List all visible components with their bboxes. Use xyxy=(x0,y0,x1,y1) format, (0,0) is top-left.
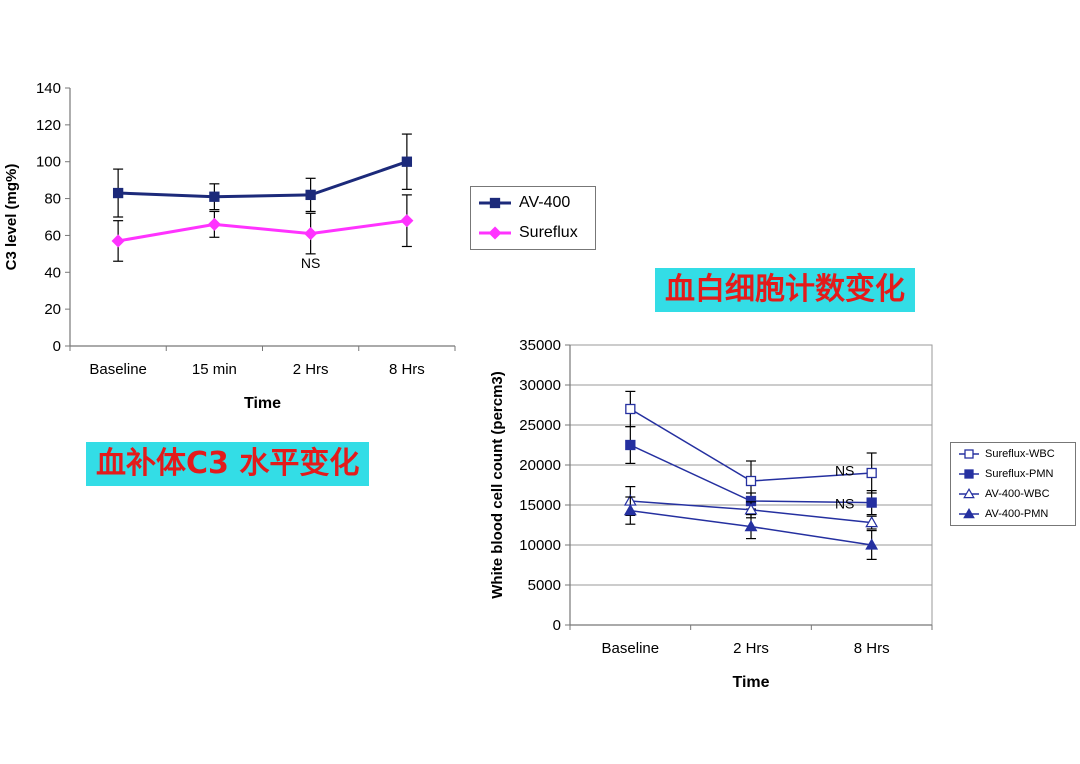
wbc-chart: 0 5000 10000 15000 20000 25000 30000 35000 Basel… xyxy=(489,337,933,691)
data-point xyxy=(112,187,124,199)
ns-annotation: NS xyxy=(835,463,854,479)
series-sureflux xyxy=(111,194,414,262)
legend-item: AV-400-WBC xyxy=(957,484,1050,504)
x-tick-label: 8 Hrs xyxy=(854,640,890,657)
legend-item: Sureflux-PMN xyxy=(957,464,1053,484)
c3-banner: 血补体C3 水平变化 xyxy=(86,442,370,486)
legend-label: Sureflux-PMN xyxy=(985,468,1054,480)
ns-annotation: NS xyxy=(301,255,320,271)
series-line xyxy=(118,160,408,199)
wbc-banner: 血白细胞计数变化 xyxy=(655,268,915,312)
y-tick-label: 0 xyxy=(53,338,61,355)
series-line xyxy=(117,219,408,243)
y-tick-label: 15000 xyxy=(519,497,561,514)
legend-swatch xyxy=(479,197,511,209)
legend-label: AV-400-PMN xyxy=(985,508,1049,520)
y-tick-label: 140 xyxy=(36,80,61,97)
data-point xyxy=(401,156,413,167)
x-axis-label: Time xyxy=(732,674,769,691)
y-tick-label: 10000 xyxy=(519,537,561,554)
data-point xyxy=(400,214,414,228)
y-tick-label: 35000 xyxy=(519,337,561,354)
data-point xyxy=(745,475,757,487)
y-tick-label: 60 xyxy=(44,227,61,244)
y-tick-label: 20000 xyxy=(519,457,561,474)
series-av-400-pmn xyxy=(623,496,879,560)
legend-marker xyxy=(488,226,502,240)
data-point xyxy=(865,538,879,550)
series-av-400 xyxy=(112,133,413,218)
data-point xyxy=(207,217,221,231)
y-tick-label: 5000 xyxy=(528,577,561,594)
legend-marker xyxy=(489,197,501,209)
legend-item: Sureflux-WBC xyxy=(957,444,1055,464)
x-tick-label: Baseline xyxy=(89,361,147,378)
legend-marker xyxy=(963,507,975,519)
y-tick-label: 120 xyxy=(36,117,61,134)
data-point xyxy=(866,497,877,508)
legend-swatch xyxy=(959,469,979,479)
x-tick-label: Baseline xyxy=(602,640,660,657)
y-tick-label: 20 xyxy=(44,301,61,318)
data-point xyxy=(305,189,316,201)
wbc-legend: Sureflux-WBC Sureflux-PMN AV-400-WBC AV-400… xyxy=(950,442,1076,526)
y-axis-label: White blood cell count (percm3) xyxy=(489,371,506,599)
data-point xyxy=(744,503,758,515)
legend-item: AV-400-PMN xyxy=(957,504,1048,524)
legend-label: Sureflux xyxy=(519,224,578,241)
ns-annotation: NS xyxy=(835,495,854,511)
x-tick-label: 2 Hrs xyxy=(733,640,769,657)
data-point xyxy=(866,467,877,479)
y-axis-label: C3 level (mg%) xyxy=(3,164,20,271)
data-point xyxy=(865,515,879,528)
c3-legend: AV-400 Sureflux xyxy=(470,186,596,250)
legend-marker xyxy=(964,449,974,459)
y-tick-label: 30000 xyxy=(519,377,561,394)
x-tick-label: 8 Hrs xyxy=(389,361,425,378)
legend-swatch xyxy=(959,487,979,499)
data-point xyxy=(625,439,636,451)
legend-marker xyxy=(964,469,974,479)
data-point xyxy=(623,503,637,516)
x-tick-label: 15 min xyxy=(192,361,237,378)
legend-label: AV-400-WBC xyxy=(985,488,1050,500)
legend-item: Sureflux xyxy=(477,218,578,248)
legend-marker xyxy=(963,487,975,499)
legend-swatch xyxy=(959,449,979,459)
data-point xyxy=(304,227,318,241)
data-point xyxy=(625,403,636,415)
c3-chart: 0 20 40 60 80 100 120 140 Baseline 15 min 2 Hrs 8 H… xyxy=(3,80,456,412)
legend-swatch xyxy=(959,507,979,519)
data-point xyxy=(744,519,758,532)
legend-label: AV-400 xyxy=(519,194,571,211)
legend-label: Sureflux-WBC xyxy=(985,448,1055,460)
x-tick-label: 2 Hrs xyxy=(293,361,329,378)
y-tick-label: 40 xyxy=(44,264,61,281)
series-sureflux-wbc xyxy=(625,390,877,502)
y-tick-label: 100 xyxy=(36,154,61,171)
y-tick-label: 80 xyxy=(44,191,61,208)
y-tick-label: 0 xyxy=(553,617,561,634)
legend-swatch xyxy=(479,226,511,240)
y-tick-label: 25000 xyxy=(519,417,561,434)
x-axis-label: Time xyxy=(244,395,281,412)
legend-item: AV-400 xyxy=(477,188,570,218)
data-point xyxy=(111,234,125,248)
data-point xyxy=(209,191,220,202)
